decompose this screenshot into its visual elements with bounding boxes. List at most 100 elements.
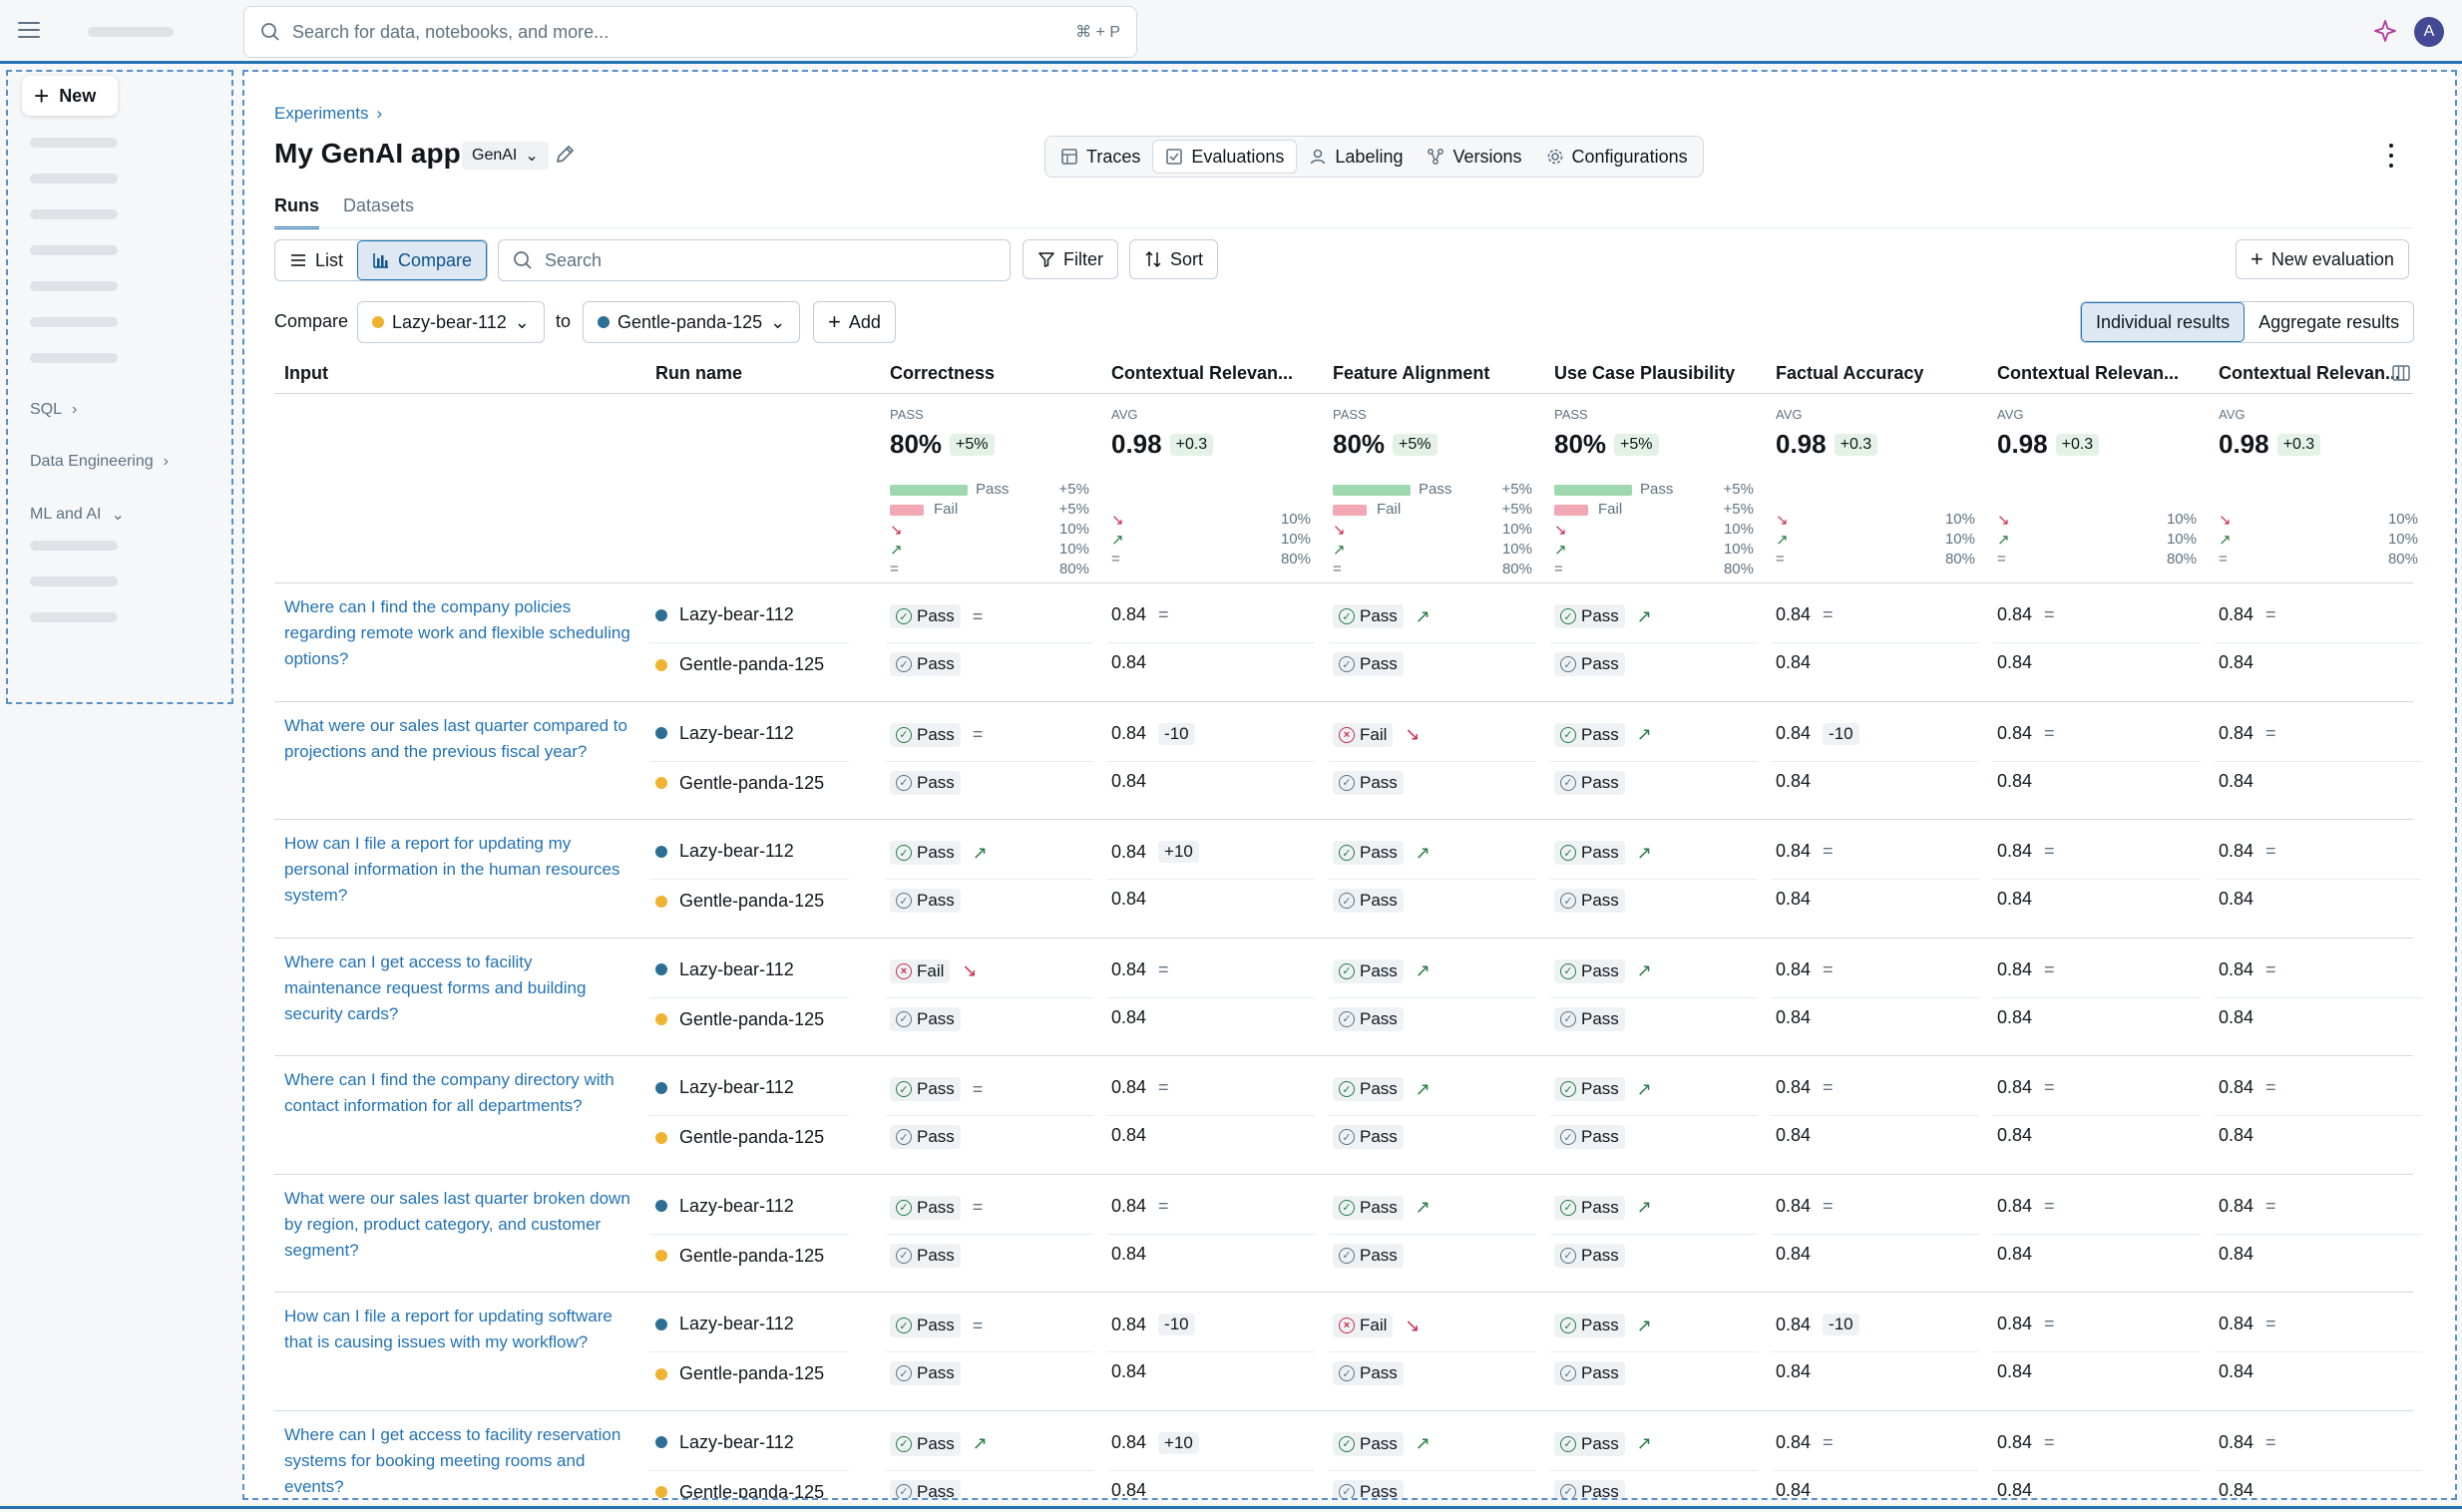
result-chip-label: Pass <box>1360 606 1398 625</box>
run-b-select[interactable]: Gentle-panda-125 ⌄ <box>583 301 801 343</box>
tab-evaluations[interactable]: Evaluations <box>1152 140 1298 174</box>
chevron-down-icon: ⌄ <box>111 507 125 524</box>
column-header-metric[interactable]: Contextual Relevan... <box>1997 363 2180 383</box>
input-question-link[interactable]: Where can I find the company policies re… <box>284 597 630 668</box>
score-value: 0.84 <box>1776 770 1812 791</box>
result-chip-label: Pass <box>1360 654 1398 673</box>
input-question-link[interactable]: Where can I find the company directory w… <box>284 1070 615 1115</box>
tab-configurations[interactable]: Configurations <box>1534 140 1700 174</box>
add-run-button[interactable]: + Add <box>813 301 896 343</box>
column-header-metric[interactable]: Correctness <box>890 363 996 383</box>
run-name-gentle-panda[interactable]: Gentle-panda-125 <box>655 1363 824 1384</box>
sub-divider <box>2215 1233 2422 1235</box>
result-chip: ✓ Pass <box>890 770 961 795</box>
result-chip: ✓ Pass <box>1554 958 1625 983</box>
column-header-metric[interactable]: Feature Alignment <box>1333 363 1490 383</box>
result-chip-label: Pass <box>1581 1197 1619 1217</box>
sidebar-item-ml-and-ai[interactable]: ML and AI ⌄ <box>30 505 125 525</box>
result-chip: ✓ Pass <box>1554 1361 1625 1385</box>
sidebar-placeholder <box>30 612 118 622</box>
run-name-gentle-panda[interactable]: Gentle-panda-125 <box>655 1482 824 1498</box>
aggregate-results-button[interactable]: Aggregate results <box>2258 311 2400 332</box>
breadcrumb[interactable]: Experiments › <box>274 104 382 124</box>
new-button[interactable]: + New <box>22 76 118 116</box>
filter-label: Filter <box>1063 248 1103 269</box>
input-question-link[interactable]: Where can I get access to facility reser… <box>284 1424 621 1496</box>
result-chip: ✓ Pass <box>1554 1195 1625 1220</box>
tab-runs[interactable]: Runs <box>274 195 319 229</box>
column-header-run-name[interactable]: Run name <box>655 363 743 383</box>
trend-equal-icon: = <box>1823 1077 1834 1097</box>
input-question-link[interactable]: What were our sales last quarter compare… <box>284 715 627 761</box>
header-divider <box>274 393 2413 394</box>
result-chip-label: Pass <box>917 1316 955 1334</box>
run-name-gentle-panda[interactable]: Gentle-panda-125 <box>655 1246 824 1267</box>
result-chip-label: Fail <box>1360 1316 1388 1334</box>
check-circle-icon: ✓ <box>1560 726 1576 743</box>
score-value: 0.84 <box>1776 1125 1812 1145</box>
input-question-link[interactable]: How can I file a report for updating sof… <box>284 1307 613 1351</box>
more-options-icon[interactable] <box>2387 144 2395 168</box>
input-question-link[interactable]: How can I file a report for updating my … <box>284 834 620 905</box>
filter-button[interactable]: Filter <box>1023 239 1118 279</box>
score-value: 0.84 <box>1997 841 2033 861</box>
score-value: 0.84 <box>1776 1243 1812 1264</box>
compare-view-button[interactable]: Compare <box>357 240 488 280</box>
run-name-lazy-bear[interactable]: Lazy-bear-112 <box>655 1196 794 1217</box>
run-name-gentle-panda[interactable]: Gentle-panda-125 <box>655 891 824 912</box>
tab-traces[interactable]: Traces <box>1048 140 1152 174</box>
run-name-lazy-bear[interactable]: Lazy-bear-112 <box>655 841 794 862</box>
sort-button[interactable]: Sort <box>1129 239 1219 279</box>
run-name-lazy-bear[interactable]: Lazy-bear-112 <box>655 1077 794 1098</box>
list-view-button[interactable]: List <box>275 240 357 280</box>
run-name-gentle-panda[interactable]: Gentle-panda-125 <box>655 654 824 675</box>
runs-search-input[interactable]: Search <box>498 239 1011 281</box>
distribution-up-row: ↗ 10% <box>890 541 1089 561</box>
column-header-metric[interactable]: Contextual Relevan... <box>1111 363 1294 383</box>
score-value: 0.84 <box>1776 1077 1812 1097</box>
subtabs: Runs Datasets <box>274 195 414 229</box>
run-name-lazy-bear[interactable]: Lazy-bear-112 <box>655 959 794 980</box>
tab-datasets[interactable]: Datasets <box>343 195 415 215</box>
distribution-pass-pct: +5% <box>1723 481 1754 498</box>
run-name-lazy-bear[interactable]: Lazy-bear-112 <box>655 723 794 744</box>
run-a-select[interactable]: Lazy-bear-112 ⌄ <box>357 301 545 343</box>
trend-equal-icon: = <box>2044 1077 2055 1097</box>
distribution-eq-pct: 80% <box>1944 551 1975 567</box>
global-search-input[interactable]: Search for data, notebooks, and more... … <box>243 6 1137 58</box>
check-circle-icon: ✓ <box>1560 1318 1576 1333</box>
genai-badge[interactable]: GenAI ⌄ <box>462 142 549 170</box>
individual-results-button[interactable]: Individual results <box>2081 302 2246 342</box>
summary-value: 80% +5% <box>890 429 995 460</box>
run-name-lazy-bear[interactable]: Lazy-bear-112 <box>655 1432 794 1453</box>
column-header-metric[interactable]: Contextual Relevan... <box>2219 363 2401 383</box>
run-name-gentle-panda[interactable]: Gentle-panda-125 <box>655 773 824 794</box>
avatar[interactable]: A <box>2414 17 2444 47</box>
metric-cell-run-a: ✓ Pass ↗ <box>1554 1195 1652 1220</box>
column-settings-icon[interactable] <box>2391 363 2411 389</box>
tab-versions[interactable]: Versions <box>1415 140 1533 174</box>
sidebar-item-data-engineering[interactable]: Data Engineering › <box>30 453 169 471</box>
sidebar-item-label: Data Engineering <box>30 453 154 470</box>
column-header-metric[interactable]: Use Case Plausibility <box>1554 363 1736 383</box>
input-question-link[interactable]: What were our sales last quarter broken … <box>284 1188 630 1260</box>
input-question-link[interactable]: Where can I get access to facility maint… <box>284 951 587 1023</box>
trend-equal-icon: = <box>2265 1314 2276 1333</box>
sub-divider <box>1993 1115 2201 1116</box>
new-evaluation-button[interactable]: + New evaluation <box>2236 239 2409 279</box>
sparkle-icon[interactable] <box>2372 18 2398 44</box>
trend-eq-icon: = <box>1111 551 1120 567</box>
summary-value-text: 0.98 <box>1997 429 2048 459</box>
sidebar-item-sql[interactable]: SQL › <box>30 401 77 419</box>
run-name-lazy-bear[interactable]: Lazy-bear-112 <box>655 604 794 625</box>
run-name-lazy-bear[interactable]: Lazy-bear-112 <box>655 1314 794 1334</box>
tab-labeling[interactable]: Labeling <box>1297 140 1415 174</box>
menu-icon[interactable] <box>18 22 40 40</box>
run-name-gentle-panda[interactable]: Gentle-panda-125 <box>655 1009 824 1030</box>
run-color-dot <box>655 1013 667 1025</box>
run-name-gentle-panda[interactable]: Gentle-panda-125 <box>655 1127 824 1148</box>
pencil-icon[interactable] <box>554 144 576 166</box>
column-header-metric[interactable]: Factual Accuracy <box>1776 363 1924 383</box>
column-header-input[interactable]: Input <box>284 363 328 383</box>
breadcrumb-experiments[interactable]: Experiments <box>274 104 369 123</box>
